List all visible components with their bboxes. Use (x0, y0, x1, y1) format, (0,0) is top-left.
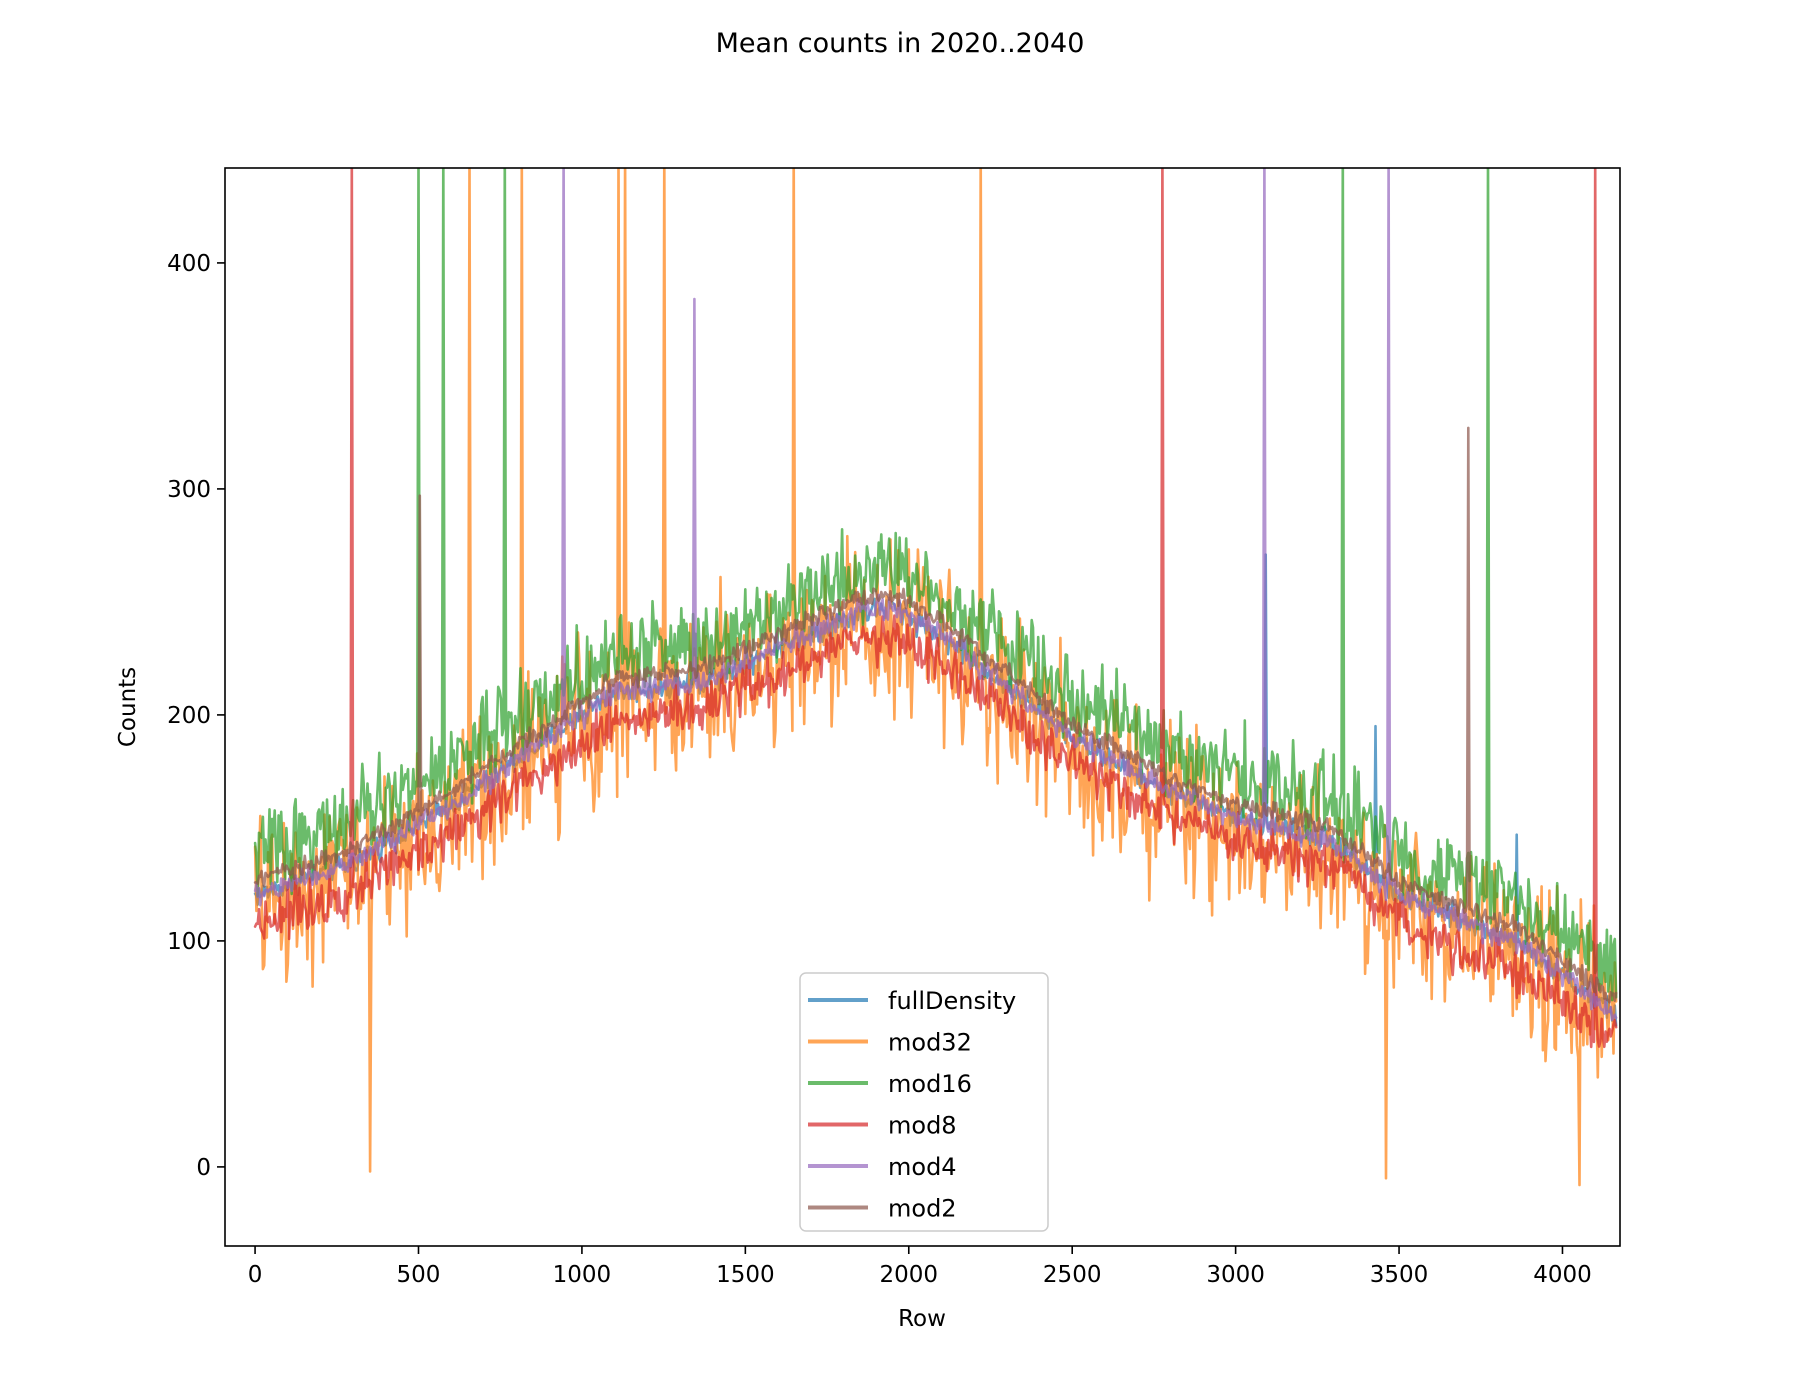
legend-label: mod4 (888, 1153, 957, 1181)
x-tick-label: 2500 (1043, 1262, 1102, 1288)
x-axis-label: Row (898, 1306, 946, 1332)
legend-label: mod16 (888, 1070, 972, 1098)
x-tick-label: 4000 (1533, 1262, 1592, 1288)
series-line-mod8 (253, 168, 1618, 1049)
y-tick-label: 200 (167, 703, 211, 729)
x-tick-label: 0 (248, 1262, 263, 1288)
legend-label: fullDensity (888, 987, 1016, 1015)
x-tick-label: 1500 (716, 1262, 775, 1288)
x-tick-label: 500 (397, 1262, 441, 1288)
chart-title: Mean counts in 2020..2040 (716, 28, 1085, 59)
x-axis: 0 500 1000 1500 2000 2500 3000 3500 4000 (248, 1246, 1592, 1288)
axes-frame (224, 167, 1621, 1247)
series-line-mod2 (253, 426, 1618, 1004)
series-line-mod4 (253, 168, 1618, 1022)
y-tick-label: 300 (167, 477, 211, 503)
x-tick-label: 2000 (879, 1262, 938, 1288)
x-tick-label: 3500 (1370, 1262, 1429, 1288)
x-tick-label: 1000 (553, 1262, 612, 1288)
y-tick-label: 0 (196, 1155, 211, 1181)
legend-label: mod8 (888, 1112, 957, 1140)
plot-area (253, 168, 1618, 1187)
y-tick-label: 400 (167, 251, 211, 277)
x-tick-label: 3000 (1206, 1262, 1265, 1288)
legend: fullDensity mod32 mod16 mod8 mod4 mod2 (799, 972, 1049, 1232)
y-axis-label: Counts (115, 667, 141, 747)
legend-label: mod32 (888, 1029, 972, 1057)
y-axis: 0 100 200 300 400 (167, 251, 225, 1181)
y-tick-label: 100 (167, 929, 211, 955)
legend-label: mod2 (888, 1195, 957, 1223)
